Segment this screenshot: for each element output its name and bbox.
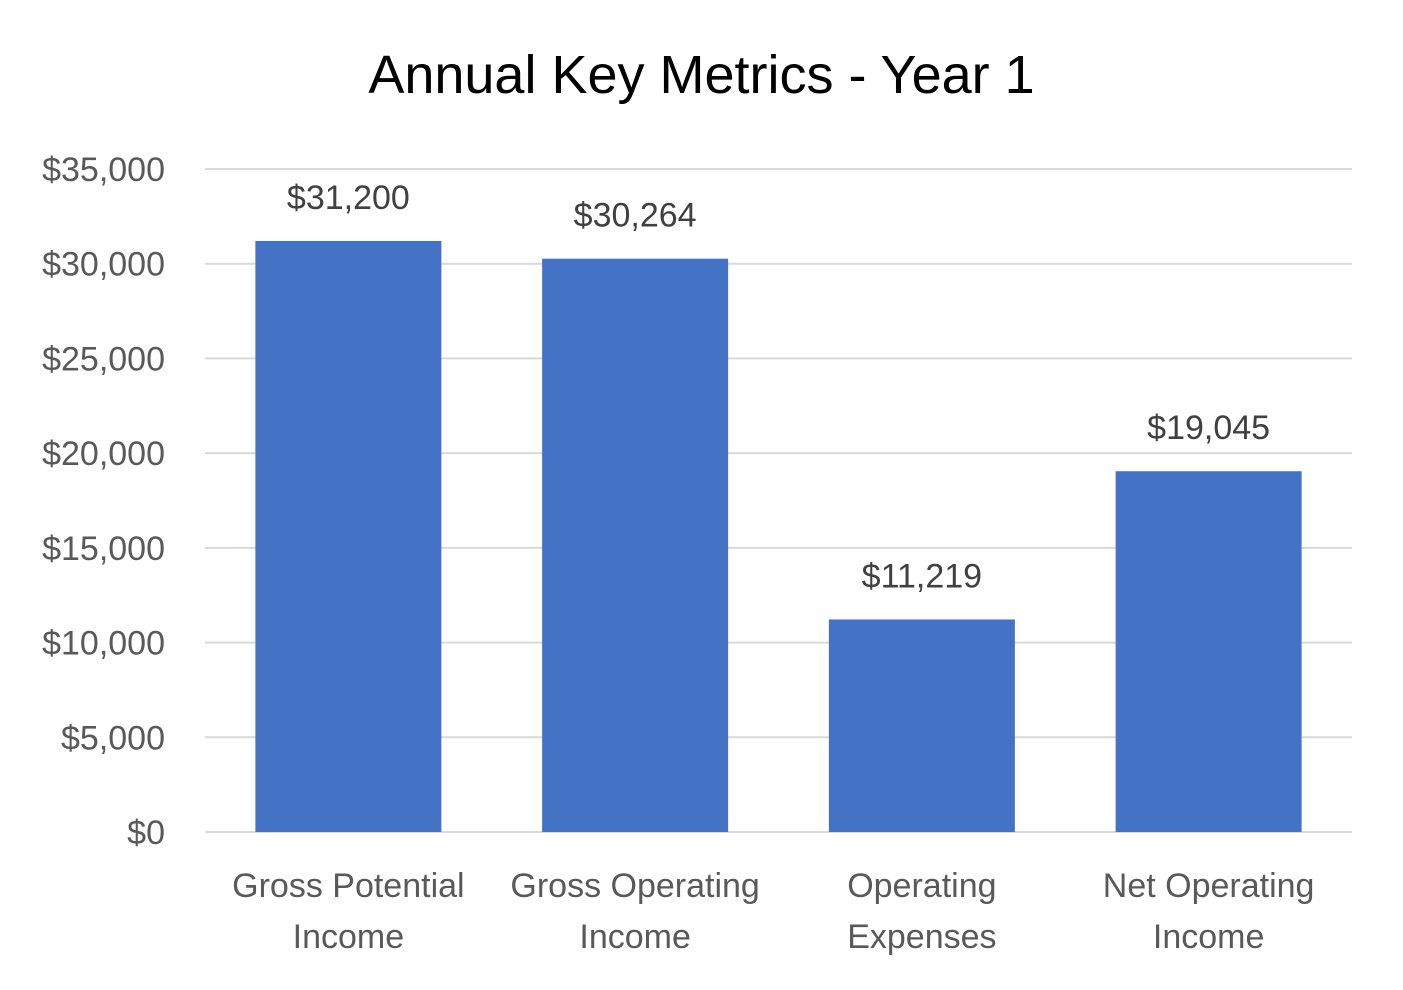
y-axis-ticks: $0 $5,000 $10,000 $15,000 $20,000 $25,000 $30,… — [42, 151, 165, 852]
bar — [255, 240, 442, 833]
y-tick-label: $35,000 — [42, 151, 165, 189]
category-label: Expenses — [847, 918, 996, 956]
category-label: Income — [293, 918, 405, 956]
category-label: Operating — [847, 867, 996, 905]
y-tick-label: $0 — [127, 814, 165, 852]
bars — [255, 240, 1302, 833]
data-label: $19,045 — [1147, 409, 1270, 447]
data-label: $30,264 — [574, 197, 697, 235]
bar — [828, 619, 1015, 832]
y-tick-label: $5,000 — [61, 719, 165, 757]
y-tick-label: $25,000 — [42, 340, 165, 378]
y-tick-label: $30,000 — [42, 246, 165, 284]
y-tick-label: $15,000 — [42, 530, 165, 568]
category-label: Net Operating — [1103, 867, 1315, 905]
bar — [1115, 471, 1302, 832]
data-label: $31,200 — [287, 179, 410, 217]
category-label: Gross Potential — [232, 867, 464, 905]
category-label: Income — [579, 918, 691, 956]
chart-title: Annual Key Metrics - Year 1 — [368, 45, 1035, 105]
y-tick-label: $10,000 — [42, 625, 165, 663]
category-label: Income — [1153, 918, 1265, 956]
data-label: $11,219 — [862, 557, 982, 595]
y-tick-label: $20,000 — [42, 435, 165, 473]
bar — [542, 258, 729, 832]
x-axis-categories: Gross Potential Income Gross Operating Inco… — [232, 867, 1314, 956]
data-labels: $31,200 $30,264 $11,219 $19,045 — [287, 179, 1270, 595]
category-label: Gross Operating — [510, 867, 759, 905]
